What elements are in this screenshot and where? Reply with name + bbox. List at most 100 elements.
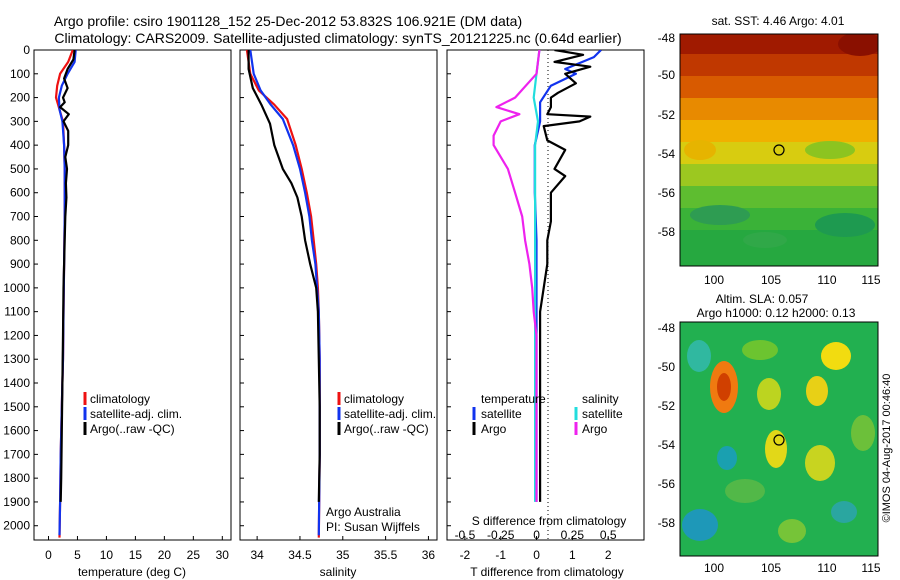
- sst-map-axis: -48 -50 -52 -54 -56 -58 100 105 110 115: [658, 31, 881, 287]
- legend-title-salinity: salinity: [582, 392, 619, 406]
- sla-map-image: [680, 322, 878, 556]
- salinity-x-label: salinity: [320, 565, 357, 579]
- series-salinity-satellite: [532, 50, 541, 502]
- sla-lat-tick: -48: [658, 321, 676, 335]
- sla-map-frame: [679, 321, 879, 557]
- depth-tick-label: 1400: [3, 376, 30, 390]
- sst-lat-tick: -58: [658, 225, 676, 239]
- pi-label: PI: Susan Wijffels: [326, 520, 420, 534]
- depth-tick-label: 500: [10, 162, 30, 176]
- sst-lat-tick: -48: [658, 31, 676, 45]
- sst-float-marker: [773, 144, 785, 156]
- sla-lon-tick: 100: [704, 561, 724, 575]
- depth-tick-label: 1100: [4, 305, 30, 319]
- difference-axis: -2 -1 0 1 2 -0.5 -0.25 0 0.25 0.5: [447, 49, 617, 562]
- x-tick-label: 35: [336, 548, 350, 562]
- depth-tick-label: 1500: [3, 400, 30, 414]
- legend-label-sal-argo: Argo: [582, 422, 608, 436]
- sla-lon-tick: 110: [817, 561, 836, 575]
- legend-label-argo: Argo(..raw -QC): [344, 422, 429, 436]
- series-temperature-argo: [538, 50, 592, 502]
- x-tick-label: 36: [422, 548, 436, 562]
- x-tick-label: 0: [533, 548, 540, 562]
- sla-lat-tick: -54: [658, 438, 676, 452]
- sla-float-marker: [773, 434, 785, 446]
- salinity-axis: 34 34.5 35 35.5 36: [240, 49, 436, 562]
- x-tick-label: 35.5: [374, 548, 398, 562]
- legend-label-temp-satellite: satellite: [481, 407, 522, 421]
- legend-label-satellite: satellite-adj. clim.: [344, 407, 436, 421]
- x-tick-label: 20: [158, 548, 172, 562]
- x-tick-label: 1: [569, 548, 576, 562]
- depth-tick-label: 400: [10, 138, 30, 152]
- salinity-series: [245, 50, 321, 538]
- depth-tick-label: 100: [10, 67, 30, 81]
- depth-tick-label: 800: [10, 233, 30, 247]
- depth-tick-label: 900: [10, 257, 30, 271]
- legend-label-temp-argo: Argo: [481, 422, 507, 436]
- sla-map-subtitle: Argo h1000: 0.12 h2000: 0.13: [697, 306, 856, 320]
- x-tick-label: 30: [216, 548, 230, 562]
- series-argo-raw-qc-: [247, 50, 321, 502]
- temperature-x-label: temperature (deg C): [78, 565, 186, 579]
- sst-map-title: sat. SST: 4.46 Argo: 4.01: [712, 14, 845, 28]
- x-tick-label: 15: [129, 548, 143, 562]
- x-tick-label: -2: [460, 548, 471, 562]
- header-line-1: Argo profile: csiro 1901128_152 25-Dec-2…: [54, 13, 522, 29]
- salinity-legend: climatology satellite-adj. clim. Argo(..…: [337, 392, 436, 436]
- top-tick-label: 0.5: [600, 528, 617, 542]
- sla-lon-tick: 115: [861, 561, 880, 575]
- temperature-legend: climatology satellite-adj. clim. Argo(..…: [83, 392, 182, 436]
- x-tick-label: 34: [250, 548, 264, 562]
- x-tick-label: 25: [187, 548, 201, 562]
- sst-lat-tick: -52: [658, 108, 676, 122]
- depth-tick-label: 2000: [3, 519, 30, 533]
- sst-lon-tick: 110: [817, 273, 836, 287]
- top-tick-label: -0.5: [455, 528, 476, 542]
- top-tick-label: 0.25: [561, 528, 585, 542]
- depth-tick-label: 300: [10, 114, 30, 128]
- legend-label-climatology: climatology: [344, 392, 404, 406]
- temperature-series: [54, 50, 77, 538]
- sla-lon-tick: 105: [761, 561, 781, 575]
- depth-tick-label: 1900: [3, 495, 30, 509]
- depth-tick-label: 600: [10, 186, 30, 200]
- salinity-plot-frame: [239, 49, 438, 541]
- x-tick-label: -1: [495, 548, 506, 562]
- x-tick-label: 2: [605, 548, 612, 562]
- legend-label-satellite: satellite-adj. clim.: [90, 407, 182, 421]
- sst-map-panel: sat. SST: 4.46 Argo: 4.01 -48 -50 -52: [658, 14, 881, 287]
- difference-panel: -2 -1 0 1 2 -0.5 -0.25 0 0.25 0.5 T difference fr…: [446, 49, 645, 579]
- sla-lat-tick: -52: [658, 399, 676, 413]
- header-line-2: Climatology: CARS2009. Satellite-adjuste…: [54, 30, 621, 46]
- temperature-panel: 0 5 10 15 20 25 300100200300400500600700800900…: [3, 43, 232, 579]
- x-tick-label: 34.5: [288, 548, 312, 562]
- difference-top-label: S difference from climatology: [472, 514, 627, 528]
- sst-lon-tick: 105: [761, 273, 781, 287]
- x-tick-label: 5: [74, 548, 81, 562]
- difference-plot-frame: [446, 49, 645, 541]
- credit-text: ©IMOS 04-Aug-2017 00:46:40: [881, 374, 893, 523]
- x-tick-label: 0: [45, 548, 52, 562]
- sst-lon-tick: 115: [861, 273, 880, 287]
- depth-tick-label: 1000: [3, 281, 30, 295]
- temperature-plot-frame: [33, 49, 232, 541]
- top-tick-label: -0.25: [487, 528, 515, 542]
- temperature-axis: 0 5 10 15 20 25 300100200300400500600700800900…: [3, 43, 229, 562]
- depth-tick-label: 1200: [3, 328, 30, 342]
- legend-label-climatology: climatology: [90, 392, 150, 406]
- difference-series: [492, 50, 602, 502]
- legend-title-temperature: temperature: [481, 392, 546, 406]
- sst-map-frame: [679, 33, 879, 267]
- salinity-panel: 34 34.5 35 35.5 36 salinity climatology sate…: [239, 49, 438, 579]
- depth-tick-label: 1600: [3, 424, 30, 438]
- depth-tick-label: 1700: [3, 447, 30, 461]
- legend-label-argo: Argo(..raw -QC): [90, 422, 175, 436]
- series-argo-raw-qc-: [58, 50, 76, 502]
- depth-tick-label: 1800: [3, 471, 30, 485]
- series-temperature-satellite: [533, 50, 602, 502]
- agency-label: Argo Australia: [326, 505, 401, 519]
- x-tick-label: 10: [100, 548, 114, 562]
- sst-lat-tick: -56: [658, 186, 676, 200]
